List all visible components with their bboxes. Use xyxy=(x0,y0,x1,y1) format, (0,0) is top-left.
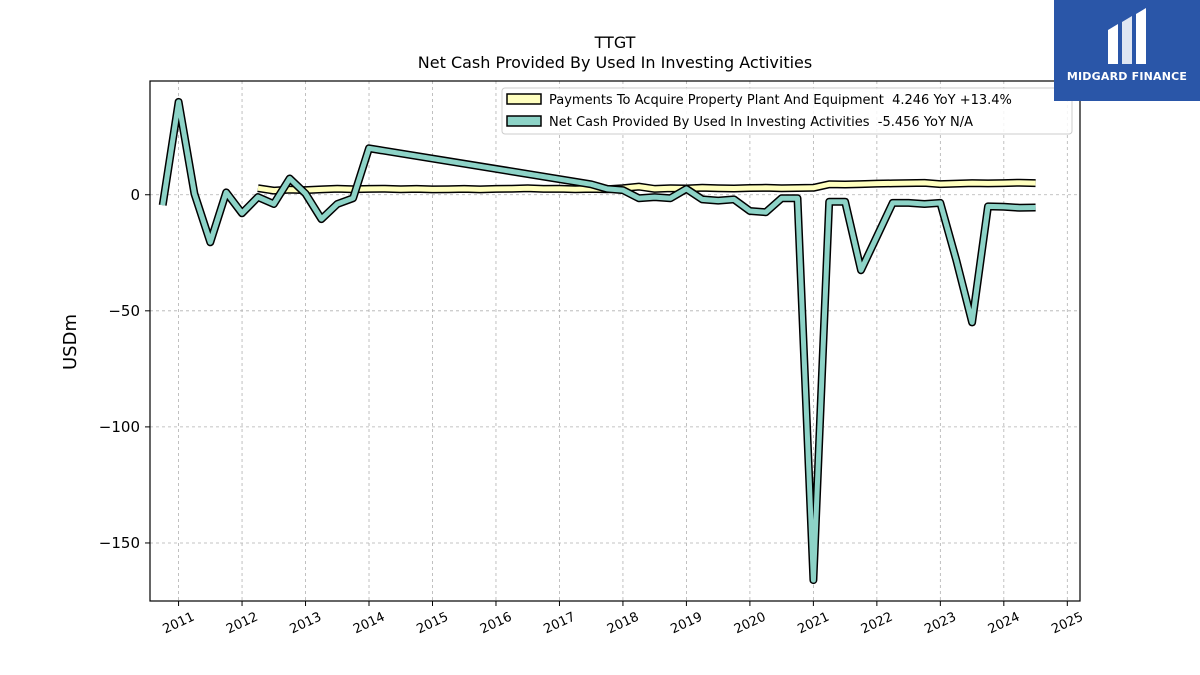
series-line-net-cash xyxy=(160,99,1036,583)
series-line-ppe xyxy=(257,180,1036,194)
legend-label-ppe: Payments To Acquire Property Plant And E… xyxy=(549,93,1012,108)
midgard-finance-logo: MIDGARD FINANCE xyxy=(1054,0,1200,101)
y-axis-ticks: 0 −50 −100 −150 xyxy=(99,186,150,552)
chart-title: TTGT xyxy=(594,33,636,52)
chart-title-group: TTGT Net Cash Provided By Used In Invest… xyxy=(418,33,812,72)
chart-subtitle: Net Cash Provided By Used In Investing A… xyxy=(418,53,812,72)
legend-box xyxy=(501,87,1073,135)
legend-label-net-cash: Net Cash Provided By Used In Investing A… xyxy=(549,115,973,130)
logo-mark-icon xyxy=(1108,8,1146,64)
x-tick-label: 2025 xyxy=(1049,610,1085,638)
grid-lines xyxy=(150,81,1080,601)
legend: Payments To Acquire Property Plant And E… xyxy=(501,87,1073,135)
legend-swatch-ppe xyxy=(506,93,542,105)
x-tick-label: 2024 xyxy=(986,610,1022,638)
series-outline-net-cash xyxy=(158,97,1036,585)
x-tick-label: 2012 xyxy=(224,610,260,638)
y-tick-label: −50 xyxy=(108,302,140,320)
x-tick-label: 2018 xyxy=(605,610,641,638)
x-axis-ticks: 2011 2012 2013 2014 2015 2016 2017 2018 2019 2020… xyxy=(161,601,1086,637)
x-tick-label: 2013 xyxy=(288,610,324,638)
plot-frame xyxy=(149,80,1081,602)
x-tick-label: 2015 xyxy=(415,610,451,638)
x-tick-label: 2017 xyxy=(541,610,577,638)
logo-text: MIDGARD FINANCE xyxy=(1066,70,1188,83)
x-tick-label: 2020 xyxy=(732,610,768,638)
x-tick-label: 2019 xyxy=(668,610,704,638)
y-tick-label: −100 xyxy=(99,418,140,436)
y-tick-label: −150 xyxy=(99,534,140,552)
legend-swatch-net-cash xyxy=(506,115,542,127)
x-tick-label: 2021 xyxy=(795,610,831,638)
x-tick-label: 2014 xyxy=(351,610,387,638)
x-tick-label: 2011 xyxy=(161,610,197,638)
x-tick-label: 2016 xyxy=(478,610,514,638)
x-tick-label: 2023 xyxy=(922,610,958,638)
y-axis-label: USDm xyxy=(60,314,81,370)
x-tick-label: 2022 xyxy=(859,610,895,638)
y-tick-label: 0 xyxy=(130,186,140,204)
series-layer xyxy=(158,97,1036,585)
